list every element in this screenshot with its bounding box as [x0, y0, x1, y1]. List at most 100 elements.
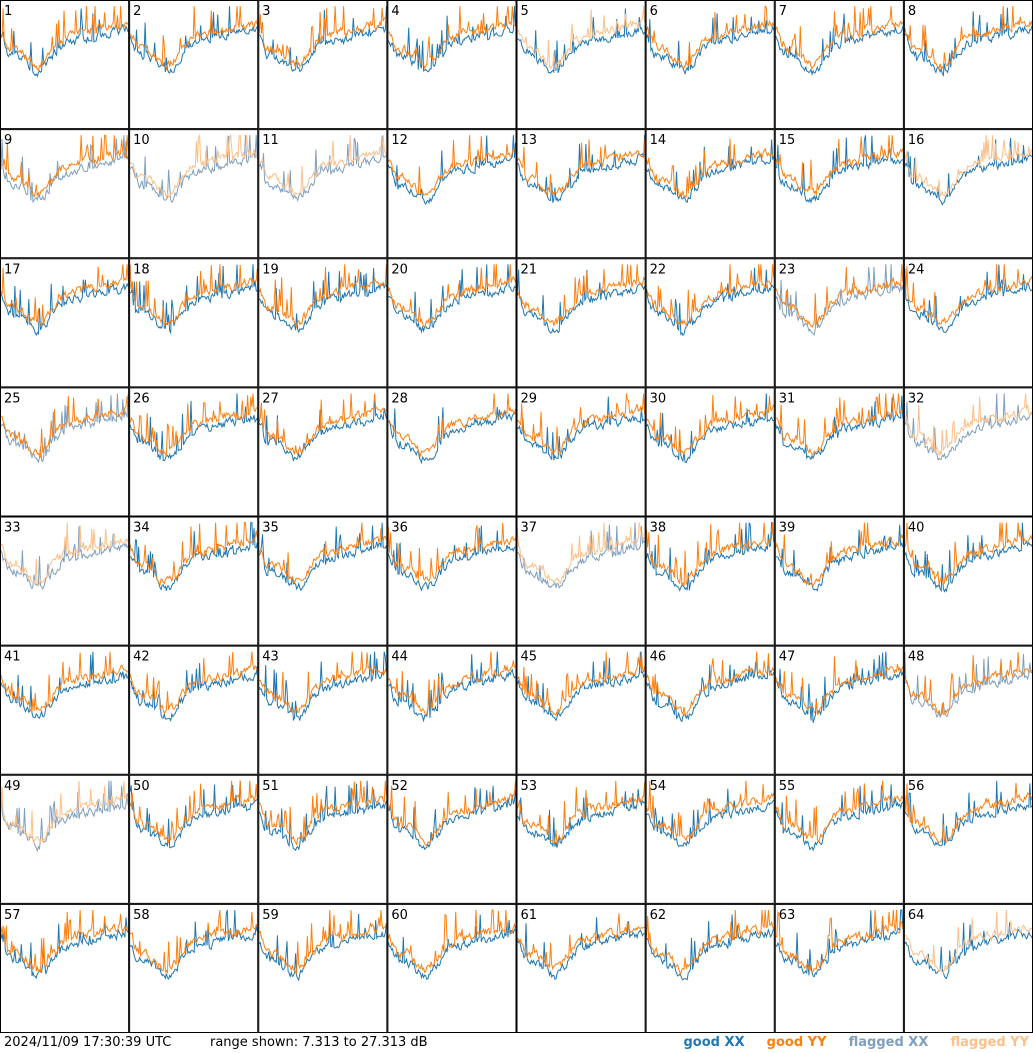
panel-35-label: 35 [262, 521, 279, 536]
panel-50: 50 [129, 774, 259, 904]
panel-1: 1 [0, 0, 130, 130]
panel-50-label: 50 [133, 779, 150, 794]
panel-27-label: 27 [262, 391, 279, 406]
panel-34: 34 [129, 516, 259, 646]
panel-1-yy-line [0, 6, 129, 72]
panel-21-border [516, 258, 646, 388]
panel-35: 35 [258, 516, 388, 646]
panel-28: 28 [387, 387, 517, 517]
panel-15-yy-line [775, 135, 904, 196]
panel-3: 3 [258, 0, 388, 130]
panel-12-label: 12 [391, 133, 408, 148]
legend-flagged-xx: flagged XX [848, 1035, 929, 1050]
panel-31-yy-line [775, 393, 904, 455]
panel-5-yy-line [517, 6, 646, 69]
panel-21-yy-line [517, 264, 646, 326]
panel-11: 11 [258, 129, 388, 259]
panel-52-yy-line [387, 780, 516, 847]
panel-45-yy-line [517, 651, 646, 716]
panel-42: 42 [129, 645, 259, 775]
panel-53-yy-line [517, 780, 646, 845]
panel-54-label: 54 [650, 779, 667, 794]
panel-5-xx-line [517, 8, 646, 74]
legend: good XX good YY flagged XX flagged YY [665, 1033, 1029, 1053]
panel-30-border [645, 387, 775, 517]
panel-2-border [129, 0, 259, 130]
panel-13-border [516, 129, 646, 259]
panel-47-xx-line [775, 651, 904, 724]
panel-18-yy-line [129, 264, 258, 326]
panel-55-yy-line [775, 780, 904, 843]
panel-37-border [516, 516, 646, 646]
panel-15-border [774, 129, 904, 259]
panel-64-label: 64 [908, 908, 925, 923]
panel-10-yy-line [130, 133, 258, 198]
panel-28-xx-line [388, 406, 516, 465]
panel-46-yy-line [646, 651, 775, 717]
panel-62-yy-line [646, 909, 775, 976]
panel-36-border [387, 516, 517, 646]
panel-31-xx-line [775, 395, 904, 461]
panel-48-border [903, 645, 1033, 775]
panel-7-label: 7 [779, 4, 787, 19]
panel-63-yy-line [775, 909, 904, 973]
panel-2-yy-line [129, 6, 258, 72]
panel-35-border [258, 516, 388, 646]
panel-17-label: 17 [4, 262, 21, 277]
panel-9-xx-line [0, 135, 129, 204]
panel-40: 40 [903, 516, 1033, 646]
panel-2: 2 [129, 0, 259, 130]
panel-34-label: 34 [133, 521, 150, 536]
panel-49-yy-line [0, 780, 129, 844]
panel-60-label: 60 [391, 908, 408, 923]
panel-25-border [0, 387, 130, 517]
panel-55: 55 [774, 774, 904, 904]
panel-22-xx-line [646, 267, 775, 337]
panel-52-xx-line [388, 785, 516, 851]
panel-14-label: 14 [650, 133, 667, 148]
panel-57: 57 [0, 903, 130, 1033]
panel-21-label: 21 [521, 262, 538, 277]
panel-12: 12 [387, 129, 517, 259]
panel-30-xx-line [646, 393, 774, 464]
panel-14-border [645, 129, 775, 259]
panel-16-border [903, 129, 1033, 259]
panel-21: 21 [516, 258, 646, 388]
panel-15: 15 [774, 129, 904, 259]
panel-13: 13 [516, 129, 646, 259]
panel-24-label: 24 [908, 262, 925, 277]
panel-28-yy-line [387, 393, 516, 458]
panel-8-xx-line [904, 7, 1033, 78]
panel-39: 39 [774, 516, 904, 646]
panel-14: 14 [645, 129, 775, 259]
panel-23-label: 23 [779, 262, 796, 277]
panel-53-label: 53 [521, 779, 538, 794]
panel-27-border [258, 387, 388, 517]
panel-20-xx-line [388, 264, 516, 334]
panel-41-label: 41 [4, 650, 21, 665]
panel-26: 26 [129, 387, 259, 517]
panel-7-yy-line [775, 6, 904, 70]
panel-61: 61 [516, 903, 646, 1033]
panel-8-label: 8 [908, 4, 916, 19]
panel-18-xx-line [130, 264, 258, 335]
panel-56-yy-line [904, 782, 1033, 844]
panel-30-label: 30 [650, 391, 667, 406]
panel-31: 31 [774, 387, 904, 517]
panel-53-border [516, 774, 646, 904]
panel-23-border [774, 258, 904, 388]
panel-5-border [516, 0, 646, 130]
panel-37: 37 [516, 516, 646, 646]
panel-6: 6 [645, 0, 775, 130]
panel-45: 45 [516, 645, 646, 775]
panel-56-label: 56 [908, 779, 925, 794]
panel-9-yy-line [0, 134, 129, 199]
panel-7-border [774, 0, 904, 130]
panel-31-label: 31 [779, 391, 796, 406]
panel-19-label: 19 [262, 262, 279, 277]
panel-41-border [0, 645, 130, 775]
panel-42-yy-line [129, 651, 258, 715]
panel-14-yy-line [646, 138, 775, 199]
panel-58-border [129, 903, 259, 1033]
panel-29-border [516, 387, 646, 517]
